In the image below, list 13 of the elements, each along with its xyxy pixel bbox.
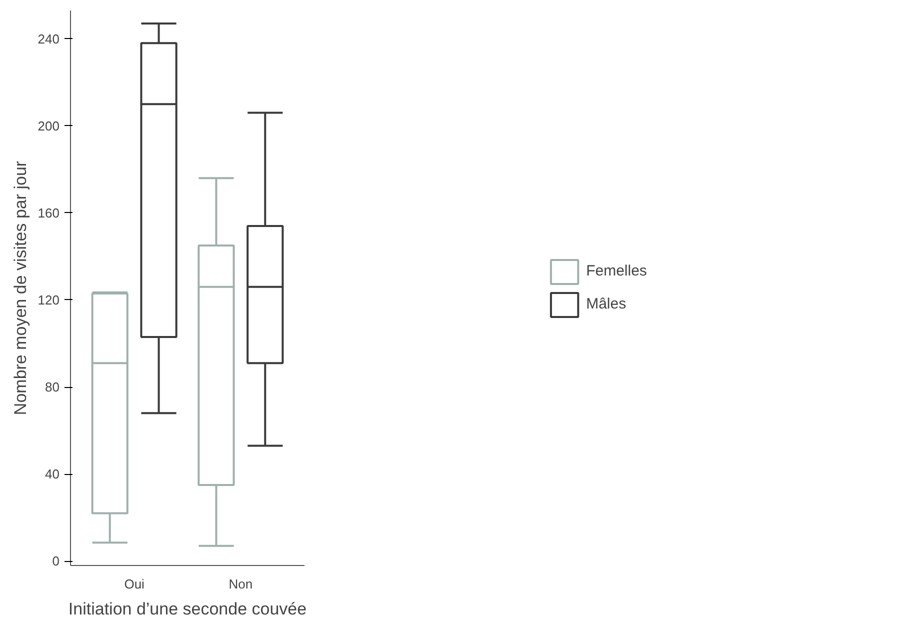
y-tick-label: 240 bbox=[38, 31, 60, 46]
x-tick-label: Oui bbox=[124, 576, 145, 592]
y-tick-label: 160 bbox=[38, 205, 60, 220]
x-tick-label: Non bbox=[228, 576, 253, 592]
y-axis-title: Nombre moyen de visites par jour bbox=[10, 160, 30, 416]
x-axis-title: Initiation d’une seconde couvée bbox=[68, 600, 307, 618]
legend-label: Femelles bbox=[586, 262, 647, 280]
y-tick-label: 0 bbox=[52, 554, 60, 569]
y-tick-label: 200 bbox=[38, 118, 60, 134]
y-tick-label: 80 bbox=[45, 380, 60, 395]
y-tick-label: 40 bbox=[45, 466, 60, 482]
y-tick-label: 120 bbox=[38, 292, 60, 308]
legend-label: Mâles bbox=[586, 296, 626, 312]
